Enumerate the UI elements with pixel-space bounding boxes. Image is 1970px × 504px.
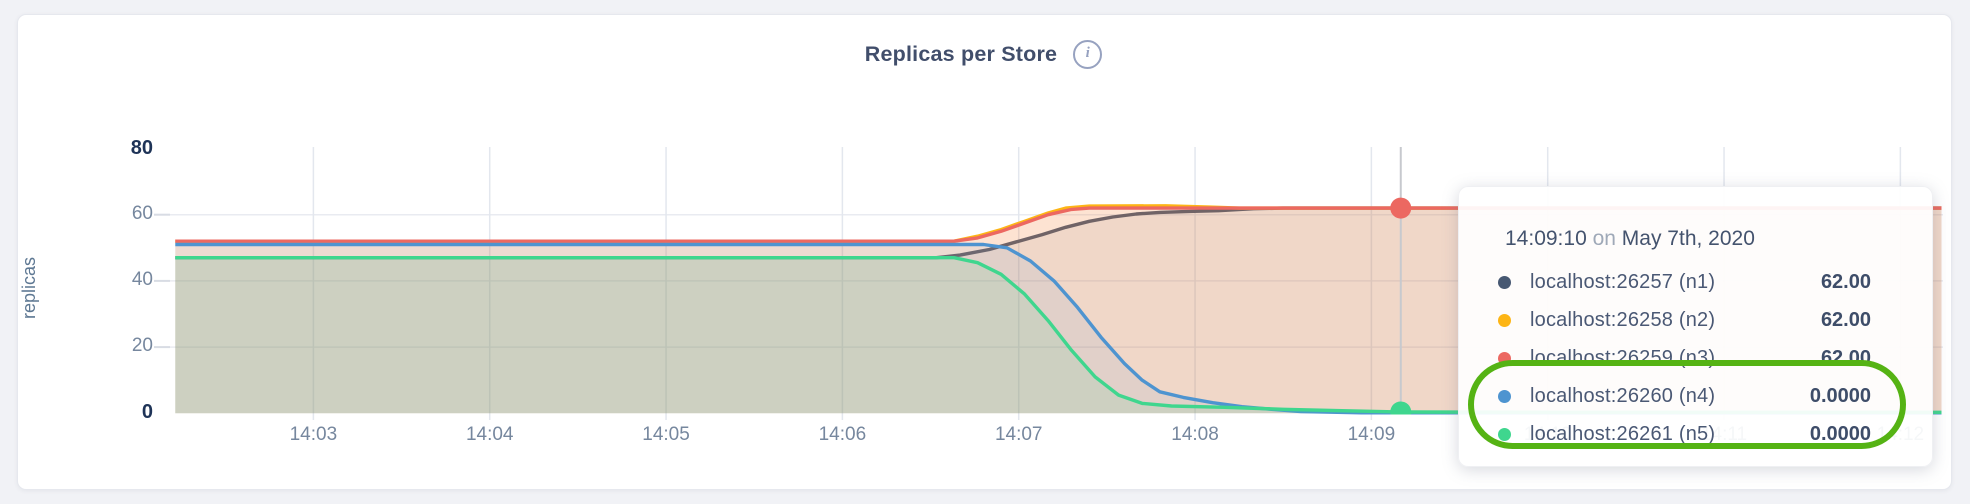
chart-header: Replicas per Store i [17, 40, 1950, 69]
tooltip-series-label: localhost:26257 (n1) [1530, 270, 1716, 293]
tooltip-series-value: 0.0000 [1809, 384, 1871, 407]
tooltip-row: localhost:26260 (n4) 0.0000 [1498, 377, 1871, 415]
chart-title: Replicas per Store [864, 42, 1058, 66]
tooltip-time: 14:09:10 [1505, 227, 1587, 250]
y-tick-label: 20 [131, 335, 153, 357]
y-tick-label: 60 [131, 202, 153, 224]
series-line-5 [175, 256, 1942, 414]
hover-dot [1390, 197, 1412, 219]
tooltip-series-value: 62.00 [1820, 308, 1871, 331]
annotation-ellipse [1468, 360, 1906, 449]
tooltip-header: 14:09:10 on May 7th, 2020 [1505, 227, 1871, 251]
info-icon[interactable]: i [1073, 40, 1103, 69]
y-tick-label: 0 [141, 401, 153, 424]
x-tick-label: 14:05 [642, 424, 690, 445]
hover-dot [1390, 401, 1412, 415]
tooltip-on: on [1592, 227, 1616, 250]
x-tick-label: 14:06 [818, 424, 867, 445]
x-tick-label: 14:08 [1171, 424, 1219, 445]
tooltip-series-value: 0.0000 [1809, 422, 1871, 445]
tooltip-series-label: localhost:26258 (n2) [1530, 308, 1716, 331]
tooltip-row: localhost:26258 (n2) 62.00 [1498, 301, 1871, 339]
tooltip-row: localhost:26257 (n1) 62.00 [1498, 263, 1871, 301]
tooltip-date: May 7th, 2020 [1621, 227, 1755, 250]
y-tick-label: 40 [131, 268, 153, 290]
x-tick-label: 14:04 [465, 424, 514, 445]
x-tick-label: 14:09 [1347, 424, 1396, 445]
series-color-dot-icon [1498, 275, 1511, 289]
tooltip-series-label: localhost:26261 (n5) [1530, 422, 1716, 445]
x-tick-label: 14:03 [289, 424, 338, 445]
tooltip-series-label: localhost:26260 (n4) [1530, 384, 1716, 407]
tooltip-series-value: 62.00 [1820, 270, 1871, 293]
series-area-4 [175, 244, 1942, 414]
y-tick-label: 80 [130, 136, 153, 159]
x-tick-label: 14:07 [994, 424, 1043, 445]
series-line-3 [175, 206, 1942, 243]
series-color-dot-icon [1498, 313, 1511, 327]
